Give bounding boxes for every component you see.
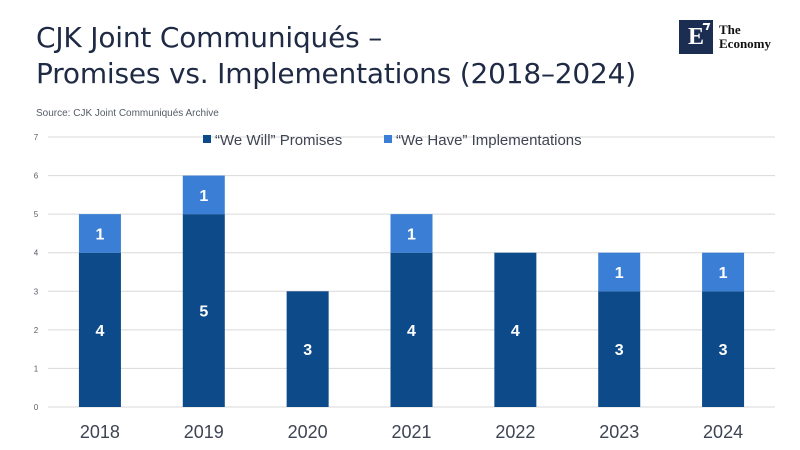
bar-promises [390, 252, 433, 407]
data-label: 4 [95, 323, 104, 340]
bar-promises [702, 291, 745, 407]
chart-title-line2: Promises vs. Implementations (2018–2024) [36, 57, 636, 90]
data-label: 1 [95, 226, 104, 243]
bar-implementations [598, 252, 641, 292]
chart-title: CJK Joint Communiqués – Promises vs. Imp… [36, 20, 636, 92]
bar-promises [286, 291, 329, 407]
y-tick-label: 6 [34, 172, 39, 181]
y-tick-label: 7 [34, 133, 39, 142]
y-axis: 0 1 2 3 4 5 6 7 [34, 133, 39, 412]
legend-item-implementations: “We Have” Implementations [396, 132, 582, 149]
data-label: 3 [303, 342, 312, 359]
y-tick-label: 2 [34, 326, 39, 335]
data-label: 1 [199, 188, 208, 205]
x-axis: 2018 2019 2020 2021 2022 2023 2024 [80, 422, 743, 442]
x-tick-label: 2024 [703, 422, 743, 442]
x-tick-label: 2020 [288, 422, 328, 442]
x-tick-label: 2019 [184, 422, 224, 442]
logo-wordmark: The Economy [719, 23, 771, 51]
data-label: 4 [407, 323, 416, 340]
legend-item-promises: “We Will” Promises [215, 132, 342, 149]
bars [78, 175, 745, 407]
y-tick-label: 5 [34, 210, 39, 219]
data-label: 5 [199, 304, 208, 321]
logo-line2: Economy [719, 36, 771, 51]
legend-swatch-promises [203, 135, 211, 143]
x-tick-label: 2018 [80, 422, 120, 442]
chart-title-line1: CJK Joint Communiqués – [36, 21, 383, 54]
x-tick-label: 2023 [599, 422, 639, 442]
y-tick-label: 4 [34, 249, 39, 258]
legend-swatch-implementations [384, 135, 392, 143]
bar-implementations [390, 214, 433, 253]
y-tick-label: 0 [34, 403, 39, 412]
data-label: 1 [615, 265, 624, 282]
y-tick-label: 1 [34, 364, 39, 373]
bar-implementations [702, 252, 745, 292]
bar-promises [598, 291, 641, 407]
data-label: 3 [615, 342, 624, 359]
logo-e-icon: E [679, 20, 713, 54]
bar-implementations [78, 214, 121, 253]
data-label: 1 [719, 265, 728, 282]
bar-promises [182, 214, 225, 407]
data-labels: 4 1 5 1 3 4 1 4 3 1 3 1 [95, 188, 727, 359]
data-label: 1 [407, 226, 416, 243]
data-label: 3 [719, 342, 728, 359]
logo-line1: The [719, 22, 741, 37]
x-tick-label: 2022 [495, 422, 535, 442]
y-tick-label: 3 [34, 287, 39, 296]
bar-implementations [182, 175, 225, 215]
bar-promises [494, 252, 537, 407]
legend: “We Will” Promises “We Have” Implementati… [203, 132, 582, 149]
brand-logo: E The Economy [679, 20, 771, 54]
bar-promises [78, 252, 121, 407]
x-tick-label: 2021 [391, 422, 431, 442]
source-note: Source: CJK Joint Communiqués Archive [36, 108, 219, 119]
data-label: 4 [511, 323, 520, 340]
